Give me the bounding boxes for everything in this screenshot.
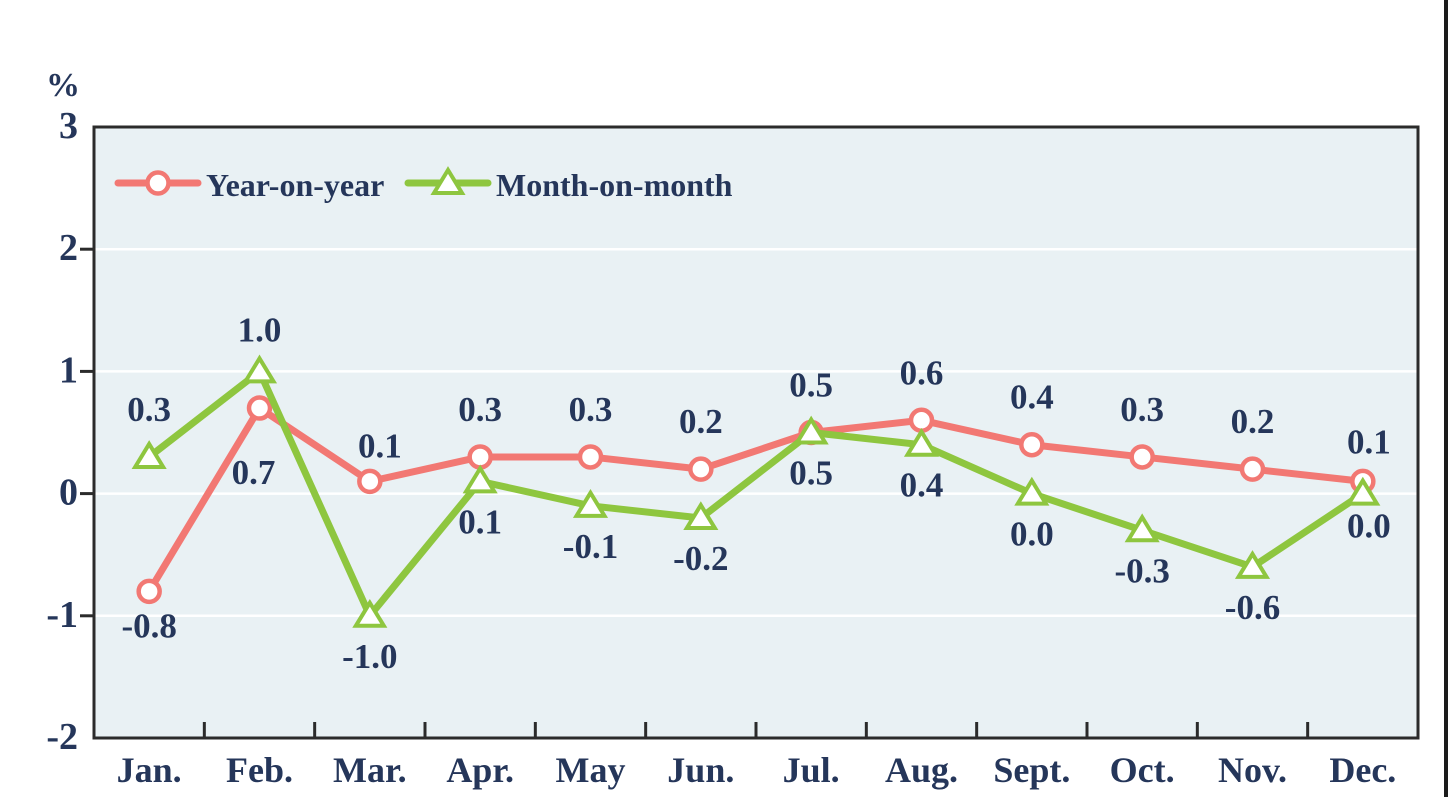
- x-tick-label: Oct.: [1110, 750, 1175, 790]
- marker-circle-year-on-year: [1019, 431, 1045, 458]
- data-label: 0.5: [789, 454, 833, 493]
- marker-triangle-month-on-month: [1014, 476, 1050, 506]
- y-tick-label: -1: [46, 594, 78, 636]
- x-tick-label: Jun.: [667, 750, 734, 790]
- x-tick-label: Jul.: [783, 750, 840, 790]
- page-edge-line: [1444, 0, 1448, 797]
- marker-triangle-month-on-month: [793, 415, 829, 445]
- data-label: -0.1: [563, 527, 618, 566]
- marker-circle-year-on-year: [688, 456, 714, 482]
- marker-circle-year-on-year: [246, 395, 273, 421]
- y-axis-unit-label: %: [46, 67, 80, 104]
- legend-label-month-on-month: Month-on-month: [496, 167, 733, 203]
- legend-label-year-on-year: Year-on-year: [206, 167, 384, 203]
- data-label: 0.7: [232, 453, 276, 492]
- marker-circle-year-on-year: [577, 444, 604, 470]
- y-tick-label: -2: [46, 716, 78, 758]
- legend-marker-triangle: [430, 166, 466, 195]
- marker-triangle-month-on-month: [903, 427, 940, 457]
- y-tick-label: 2: [59, 227, 78, 269]
- marker-circle-year-on-year: [1239, 456, 1266, 482]
- x-tick-label: Jan.: [117, 750, 182, 790]
- marker-circle-year-on-year: [1129, 444, 1155, 470]
- plot-border: [92, 125, 1420, 740]
- data-label: 0.2: [1231, 402, 1275, 441]
- marker-triangle-month-on-month: [1345, 476, 1381, 506]
- marker-circle-year-on-year: [357, 468, 383, 495]
- x-tick-label: Mar.: [333, 750, 407, 790]
- marker-triangle-month-on-month: [462, 464, 498, 494]
- x-tick-label: Feb.: [226, 750, 293, 790]
- x-tick-label: May: [556, 750, 626, 790]
- data-label: -1.0: [342, 637, 397, 676]
- marker-triangle-month-on-month: [572, 488, 609, 518]
- data-label: 0.1: [1347, 422, 1391, 461]
- data-label: 1.0: [238, 310, 282, 349]
- series-line-month-on-month: [145, 367, 1367, 620]
- marker-circle-year-on-year: [136, 578, 162, 605]
- data-label: -0.2: [673, 539, 728, 578]
- data-label: -0.6: [1225, 588, 1280, 627]
- data-label: 0.4: [900, 466, 944, 505]
- series-line-year-on-year: [145, 404, 1367, 595]
- data-label: -0.3: [1114, 551, 1169, 590]
- marker-triangle-month-on-month: [683, 501, 719, 531]
- y-tick-label: 0: [59, 472, 78, 514]
- y-tick-label: 3: [59, 105, 78, 147]
- x-tick-label: Apr.: [446, 750, 514, 790]
- marker-circle-year-on-year: [908, 407, 935, 434]
- marker-triangle-month-on-month: [352, 598, 388, 628]
- x-tick-label: Sept.: [993, 750, 1070, 790]
- data-label: 0.1: [458, 502, 502, 541]
- data-label: 0.3: [458, 390, 502, 429]
- data-label: 0.3: [1120, 390, 1164, 429]
- data-label: 0.6: [900, 353, 944, 392]
- data-label: 0.2: [679, 402, 723, 441]
- x-tick-label: Nov.: [1218, 750, 1287, 790]
- marker-triangle-month-on-month: [1234, 550, 1271, 579]
- y-tick-label: 1: [59, 349, 78, 391]
- x-tick-label: Dec.: [1329, 750, 1396, 790]
- plot-area: [94, 127, 1418, 738]
- marker-triangle-month-on-month: [131, 440, 167, 469]
- marker-triangle-month-on-month: [1124, 513, 1160, 543]
- data-label: -0.8: [121, 606, 176, 645]
- marker-triangle-month-on-month: [241, 354, 278, 384]
- data-label: 0.0: [1010, 515, 1054, 554]
- x-tick-label: Aug.: [885, 750, 958, 790]
- data-label: 0.3: [127, 390, 171, 429]
- data-label: 0.5: [789, 366, 833, 405]
- marker-circle-year-on-year: [467, 444, 493, 470]
- legend-marker-circle: [145, 170, 171, 196]
- data-label: 0.3: [569, 390, 613, 429]
- data-label: 0.1: [358, 426, 402, 465]
- data-label: 0.0: [1347, 507, 1391, 546]
- data-label: 0.4: [1010, 378, 1054, 417]
